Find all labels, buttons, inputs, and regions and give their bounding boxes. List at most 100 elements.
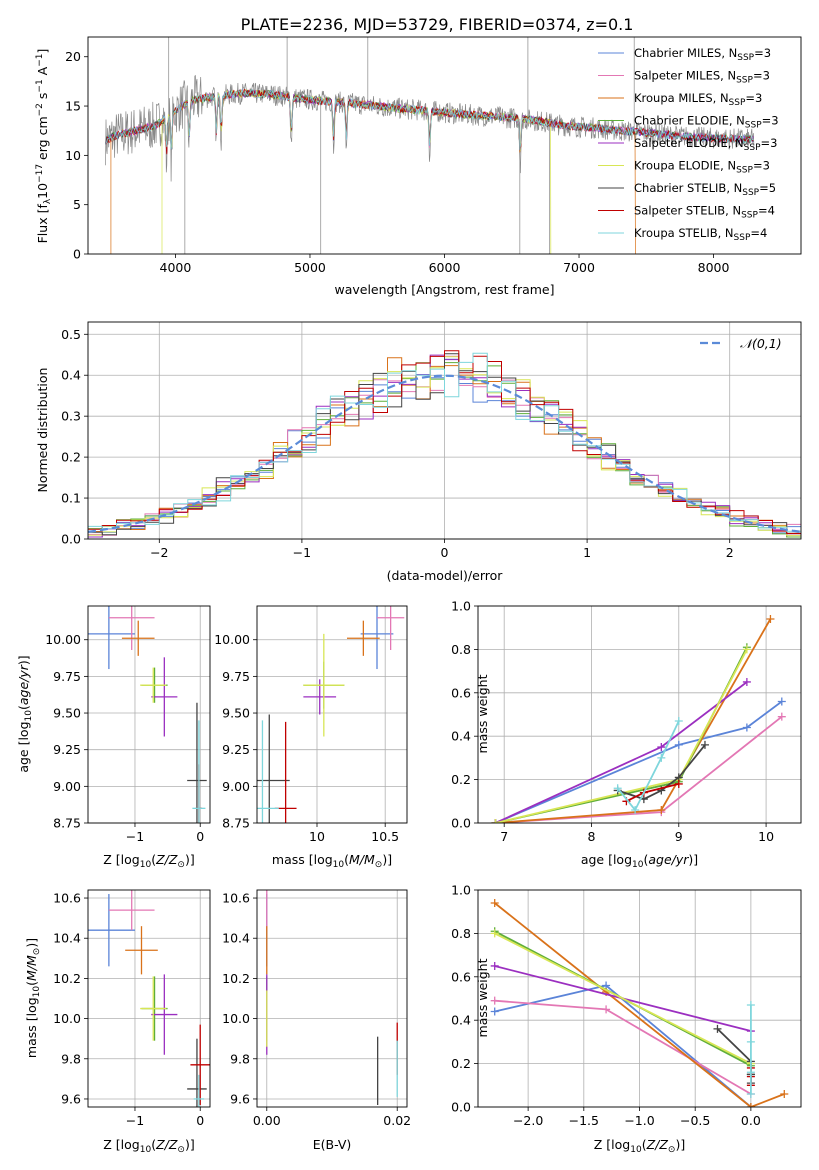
label-part: A: [35, 66, 50, 79]
grid: [257, 890, 407, 1107]
label-part: mass [log: [24, 997, 39, 1058]
x-tick-label: −1: [126, 829, 144, 844]
label-part: )]: [382, 852, 392, 867]
series-line: [495, 646, 748, 823]
label-part: SSP: [737, 53, 754, 63]
y-tick-label: 1.0: [451, 883, 471, 898]
model-spectrum: [110, 89, 636, 254]
axes-frame: [87, 605, 211, 824]
y-axis-label: Normed distribution: [35, 368, 50, 493]
label-part: =4: [750, 226, 767, 240]
label-part: =3: [754, 46, 771, 60]
series-marker: [742, 677, 751, 686]
series-marker: [746, 1103, 755, 1107]
series-marker: [766, 615, 775, 624]
label-part: 10: [32, 986, 42, 998]
x-tick-label: −1: [126, 1113, 144, 1128]
y-tick-label: 0.6: [451, 685, 471, 700]
y-tick-label: 0.4: [61, 368, 81, 383]
legend-label: Salpeter MILES, NSSP=3: [634, 69, 770, 86]
label-part: −1: [35, 79, 45, 92]
x-tick-label: −0.5: [680, 1113, 710, 1128]
label-part: λ: [43, 198, 53, 204]
y-tick-label: 0.4: [451, 1013, 471, 1028]
x-tick-label: 6000: [429, 260, 461, 275]
label-part: s: [35, 93, 50, 104]
label-part: −17: [35, 164, 45, 183]
x-tick-label: 2: [726, 545, 734, 560]
y-tick-label: 0.2: [451, 772, 471, 787]
y-tick-label: 0.8: [451, 642, 471, 657]
label-part: Salpeter STELIB, N: [634, 204, 741, 218]
normal-curve: [88, 374, 801, 533]
label-part: SSP: [741, 211, 758, 221]
x-tick-label: 5000: [294, 260, 326, 275]
label-part: Flux [f: [35, 204, 50, 244]
series-marker: [674, 779, 683, 788]
axes-frame: [87, 321, 802, 540]
label-part: 10: [632, 860, 644, 870]
label-part: (: [643, 852, 648, 867]
y-tick-label: 0.2: [61, 450, 81, 465]
y-tick-label: 0.5: [61, 327, 81, 342]
label-part: (: [344, 852, 349, 867]
series-marker: [490, 899, 499, 908]
series-marker: [657, 743, 666, 752]
y-tick-label: 9.00: [53, 779, 81, 794]
label-part: Z [log: [103, 1137, 139, 1152]
x-tick-label: −1: [293, 545, 311, 560]
label-part: Z/Z: [646, 1137, 669, 1152]
label-part: erg cm: [35, 116, 50, 164]
y-tick-label: 0.0: [61, 532, 81, 547]
y-tick-label: 10.6: [222, 891, 250, 906]
x-tick-label: 8: [588, 829, 596, 844]
series-marker: [491, 819, 500, 823]
label-part: mass [log: [272, 852, 333, 867]
y-tick-label: 0.3: [61, 409, 81, 424]
series-marker: [674, 717, 683, 726]
panel-mass_vs_Z: −1 09.69.810.010.210.410.6Z [log10(Z/Z⊙)]…: [24, 889, 211, 1155]
label-part: =4: [758, 204, 775, 218]
label-part: ]: [35, 49, 50, 54]
legend-label: 𝒩(0,1): [740, 336, 782, 351]
label-part: (: [151, 1137, 156, 1152]
label-part: SSP: [736, 166, 753, 176]
plot-area: [257, 606, 405, 823]
label-part: )]: [16, 655, 31, 665]
x-tick-label: 0: [441, 545, 449, 560]
label-part: =3: [753, 69, 770, 83]
x-tick-label: 9: [675, 829, 683, 844]
series-marker: [490, 961, 499, 970]
y-tick-label: 0.4: [451, 729, 471, 744]
label-part: ⊙: [177, 1145, 185, 1155]
y-tick-label: 9.25: [222, 742, 250, 757]
axis-label: mass [log10(M/M⊙)]: [272, 852, 392, 870]
plot-area: [490, 899, 789, 1107]
label-part: −1: [35, 54, 45, 67]
label-part: (: [16, 705, 31, 710]
series-marker: [490, 929, 499, 938]
grid: [88, 890, 210, 1107]
x-tick-label: 10: [309, 829, 325, 844]
label-part: )]: [185, 1137, 195, 1152]
label-part: ⊙: [375, 860, 383, 870]
y-axis-label: age [log10(age/yr)]: [16, 655, 34, 772]
y-tick-label: 10.2: [53, 971, 81, 986]
x-tick-label: 7: [500, 829, 508, 844]
label-part: Kroupa MILES, N: [634, 91, 729, 105]
series-marker: [746, 1001, 755, 1010]
y-tick-label: 10: [65, 148, 81, 163]
series-marker: [746, 1068, 755, 1077]
label-part: SSP: [742, 188, 759, 198]
x-tick-label: 1: [583, 545, 591, 560]
y-tick-label: 5: [73, 197, 81, 212]
label-part: Z [log: [103, 852, 139, 867]
y-tick-label: 10.4: [222, 931, 250, 946]
series-marker: [777, 712, 786, 721]
series-marker: [742, 645, 751, 654]
model-spectrum: [105, 88, 754, 150]
